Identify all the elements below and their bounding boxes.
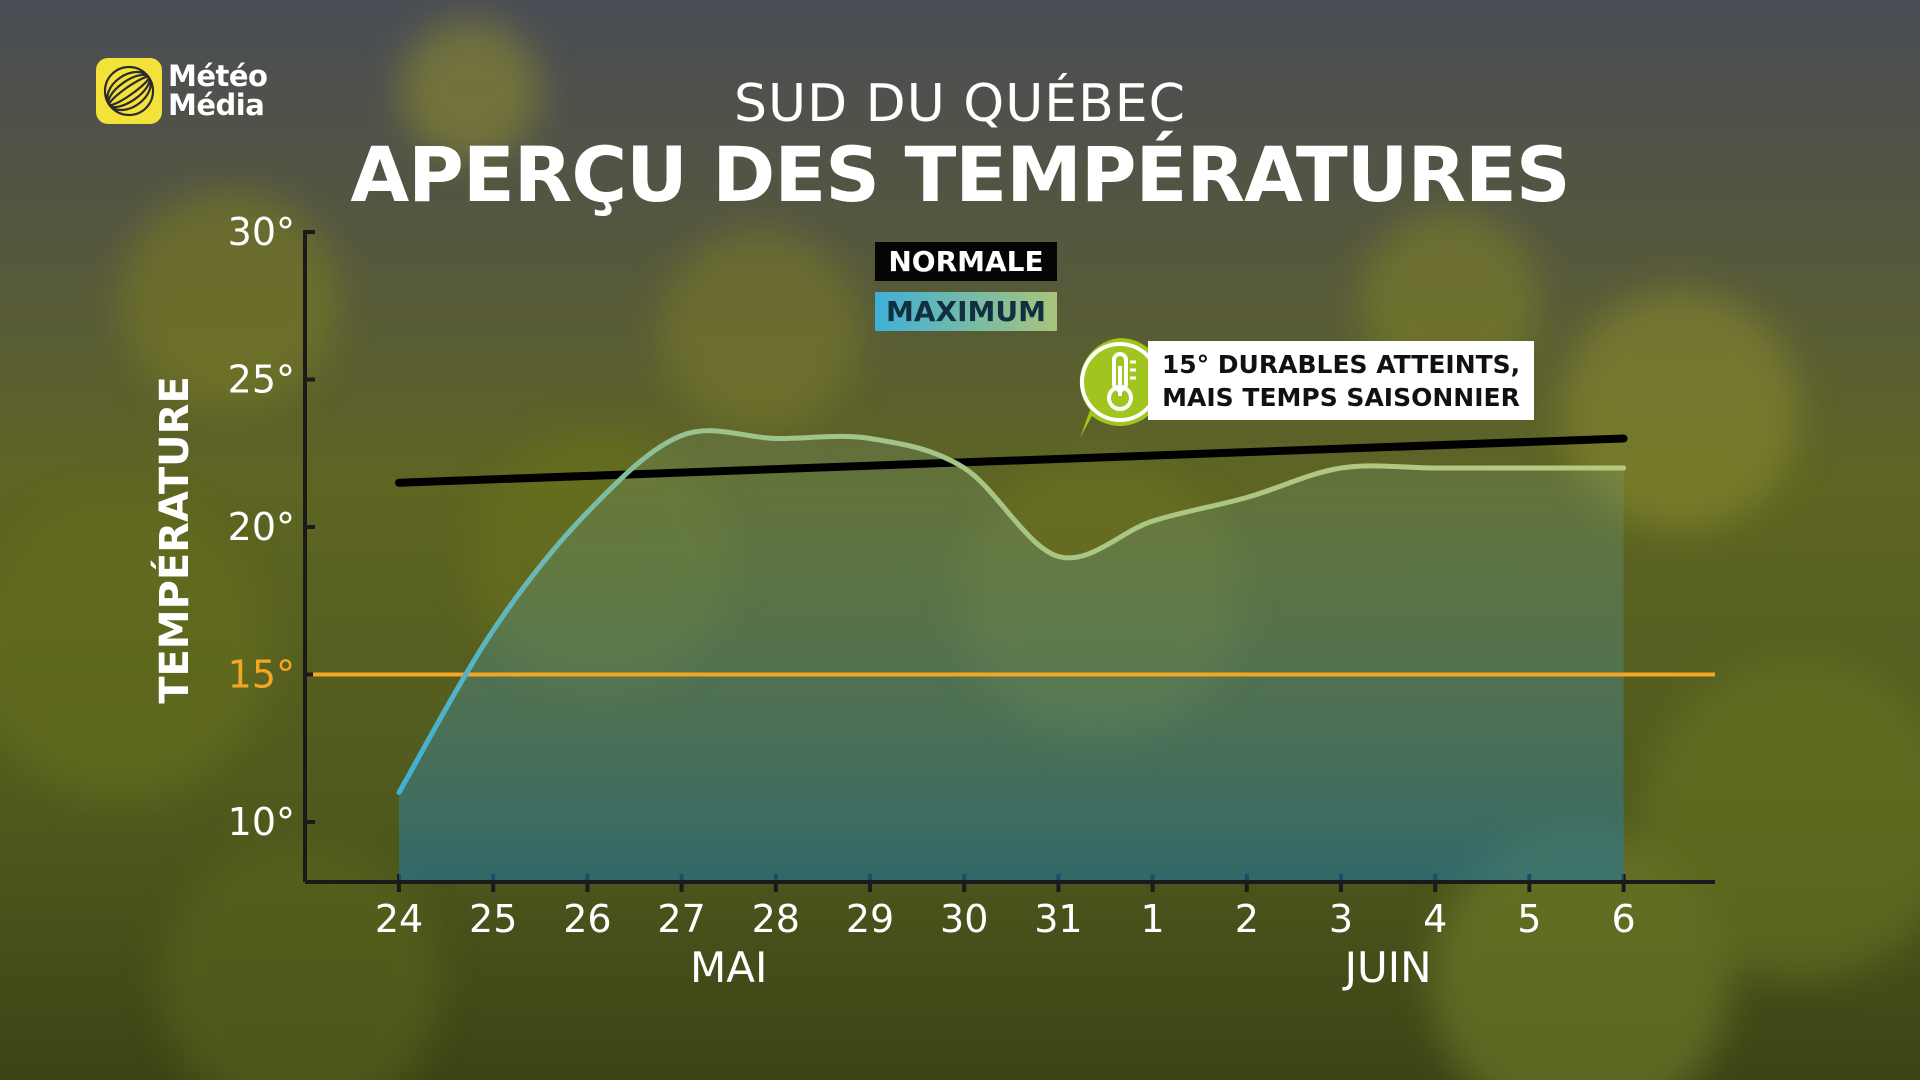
meteomedia-logo: Météo Média: [96, 58, 268, 124]
callout-line-2: MAIS TEMPS SAISONNIER: [1162, 382, 1520, 412]
normale-point: [1621, 436, 1627, 442]
brand-line-2: Média: [168, 88, 265, 122]
maximum-point: [867, 436, 873, 442]
callout-line-1: 15° DURABLES ATTEINTS,: [1161, 349, 1521, 379]
normale-point: [1432, 444, 1438, 450]
globe-icon: [96, 58, 162, 124]
maximum-point: [679, 433, 685, 439]
maximum-point: [961, 465, 967, 471]
month-label: MAI: [690, 943, 767, 992]
y-tick-label: 30°: [228, 210, 295, 254]
y-tick-label: 10°: [228, 800, 295, 844]
x-tick-label: 3: [1329, 897, 1353, 941]
maximum-point: [584, 509, 590, 515]
maximum-area: [399, 430, 1624, 880]
x-tick-label: 25: [469, 897, 517, 941]
month-label: JUIN: [1342, 943, 1432, 992]
y-tick-label: 25°: [228, 358, 295, 402]
normale-series-line: [395, 434, 1628, 487]
normale-point: [867, 465, 873, 471]
legend-maximum: MAXIMUM: [875, 292, 1057, 331]
y-tick-label: 15°: [228, 653, 295, 697]
normale-point: [1244, 450, 1250, 456]
x-tick-label: 6: [1612, 897, 1636, 941]
normale-point: [773, 468, 779, 474]
maximum-point: [1432, 465, 1438, 471]
maximum-point: [490, 627, 496, 633]
maximum-point: [1621, 465, 1627, 471]
x-tick-label: 31: [1034, 897, 1082, 941]
normale-point: [1526, 438, 1532, 444]
maximum-point: [1150, 518, 1156, 524]
maximum-point: [1055, 554, 1061, 560]
x-tick-label: 1: [1141, 897, 1165, 941]
y-tick-label: 20°: [228, 505, 295, 549]
normale-point: [490, 477, 496, 483]
x-tick-label: 28: [752, 897, 800, 941]
x-tick-label: 26: [563, 897, 611, 941]
x-tick-label: 2: [1235, 897, 1259, 941]
chart-title: APERÇU DES TEMPÉRATURES: [350, 130, 1570, 219]
x-tick-label: 5: [1517, 897, 1541, 941]
maximum-point: [1338, 465, 1344, 471]
x-tick-label: 24: [375, 897, 423, 941]
normale-point: [584, 474, 590, 480]
normale-point: [679, 471, 685, 477]
normale-point: [1055, 459, 1061, 465]
maximum-point: [1244, 495, 1250, 501]
normale-point: [1338, 447, 1344, 453]
region-subtitle: SUD DU QUÉBEC: [734, 74, 1186, 134]
brand-line-1: Météo: [168, 59, 268, 93]
normale-point: [396, 480, 402, 486]
x-tick-label: 29: [846, 897, 894, 941]
maximum-point: [773, 436, 779, 442]
callout-box: 15° DURABLES ATTEINTS, MAIS TEMPS SAISON…: [1148, 341, 1534, 420]
chart-axes: [303, 230, 1715, 892]
brand-name: Météo Média: [168, 59, 268, 122]
x-tick-label: 4: [1423, 897, 1447, 941]
maximum-series-line: [396, 428, 1627, 795]
maximum-point: [396, 790, 402, 796]
x-tick-label: 27: [657, 897, 705, 941]
legend-normale: NORMALE: [875, 242, 1057, 281]
x-tick-label: 30: [940, 897, 988, 941]
normale-point: [1150, 456, 1156, 462]
tick-labels: 30° 25° 20° 15° 10° 24 25 26 27 28 29 30 31 1 2 3 4 5 6 MAI…: [228, 210, 1636, 992]
maximum-point: [1526, 465, 1532, 471]
